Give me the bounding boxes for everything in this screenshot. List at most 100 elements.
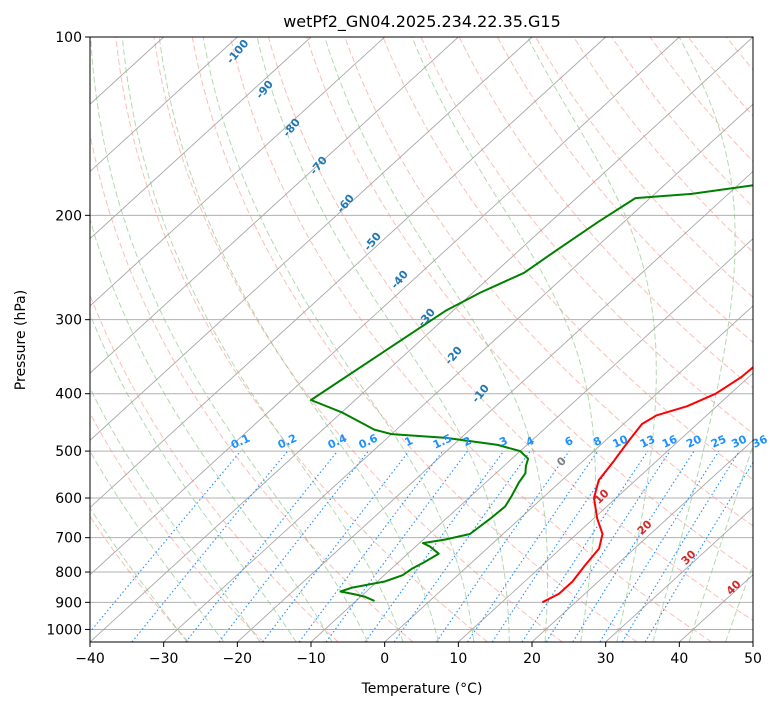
x-tick-label: −10 bbox=[296, 651, 326, 667]
isotherm-line bbox=[384, 305, 753, 642]
mixing-ratio-line bbox=[491, 450, 621, 642]
mixing-ratio-label: 1.5 bbox=[431, 432, 454, 452]
x-tick-label: 0 bbox=[380, 651, 389, 667]
dry-adiabat-line bbox=[90, 293, 339, 642]
isotherm-line bbox=[752, 641, 753, 642]
moist-adiabat-line bbox=[202, 37, 475, 642]
dry-adiabat-line bbox=[649, 37, 753, 163]
y-tick-label: 200 bbox=[55, 208, 82, 224]
isotherm-line bbox=[90, 37, 606, 509]
dry-adiabat-line bbox=[90, 515, 190, 642]
dry-adiabat-label: -10 bbox=[469, 382, 492, 406]
isotherm-line bbox=[90, 37, 753, 642]
mixing-ratio-label: 0.6 bbox=[357, 431, 380, 451]
chart-title: wetPf2_GN04.2025.234.22.35.G15 bbox=[283, 12, 561, 32]
mixing-ratio-line bbox=[572, 450, 695, 642]
y-tick-label: 300 bbox=[55, 313, 82, 329]
dry-adiabat-line bbox=[115, 37, 488, 642]
mixing-ratio-label: 6 bbox=[563, 434, 576, 449]
dry-adiabat-line bbox=[90, 131, 414, 642]
y-tick-label: 600 bbox=[55, 491, 82, 507]
temperature-profile-line bbox=[541, 366, 753, 604]
isotherm-line bbox=[163, 103, 753, 642]
moist-adiabat-line bbox=[90, 387, 261, 642]
mixing-ratio-label: 0.2 bbox=[276, 432, 299, 452]
mixing-ratio-label: 13 bbox=[638, 433, 657, 451]
x-tick-label: 20 bbox=[523, 651, 541, 667]
dry-adiabat-line bbox=[268, 37, 753, 622]
dry-adiabat-line bbox=[611, 37, 753, 208]
dry-adiabat-label: -60 bbox=[334, 192, 357, 216]
mixing-ratio-line bbox=[185, 450, 339, 642]
plot-frame bbox=[89, 36, 754, 643]
moist-adiabat-line bbox=[90, 217, 333, 642]
isotherm-line bbox=[605, 506, 753, 642]
mixing-ratio-label: 8 bbox=[591, 434, 603, 449]
moist-adiabat-line bbox=[90, 37, 369, 642]
moist-adiabat-line bbox=[652, 37, 736, 642]
isotherm-line bbox=[237, 170, 753, 642]
mixing-ratio-line bbox=[599, 450, 720, 642]
mixing-ratio-line bbox=[435, 450, 570, 642]
mixing-ratio-label: 20 bbox=[684, 432, 704, 450]
x-tick-label: 50 bbox=[744, 651, 762, 667]
y-tick-label: 100 bbox=[55, 30, 82, 46]
dry-adiabat-line bbox=[535, 37, 753, 298]
mixing-ratio-line bbox=[393, 450, 531, 642]
y-tick-label: 400 bbox=[55, 387, 82, 403]
dry-adiabat-line bbox=[306, 37, 753, 574]
moist-adiabat-label: 40 bbox=[724, 577, 744, 597]
mixing-ratio-label: 4 bbox=[524, 434, 537, 449]
isotherm-line bbox=[531, 439, 753, 642]
moist-adiabat-line bbox=[688, 444, 753, 642]
dry-adiabat-label: -40 bbox=[388, 268, 411, 292]
dry-adiabat-line bbox=[573, 37, 753, 253]
y-tick-label: 1000 bbox=[46, 622, 82, 638]
isotherm-line bbox=[90, 37, 459, 374]
dry-adiabat-line bbox=[229, 37, 712, 642]
x-tick-label: −40 bbox=[75, 651, 105, 667]
dry-adiabat-line bbox=[458, 37, 753, 389]
isotherm-line bbox=[458, 372, 753, 642]
moist-adiabat-label: 30 bbox=[679, 547, 699, 567]
mixing-ratio-line bbox=[467, 450, 599, 642]
dry-adiabat-line bbox=[765, 37, 775, 642]
mixing-ratio-line bbox=[364, 450, 505, 642]
moist-adiabat-line bbox=[90, 313, 297, 642]
dry-adiabat-line bbox=[90, 412, 264, 642]
isotherm-line bbox=[90, 37, 238, 173]
mixing-ratio-line bbox=[218, 450, 369, 642]
mixing-ratio-label: 30 bbox=[729, 432, 749, 450]
x-tick-label: 30 bbox=[597, 651, 615, 667]
dry-adiabat-label: -20 bbox=[442, 344, 465, 368]
mixing-ratio-line bbox=[298, 450, 444, 642]
mixing-ratio-line bbox=[131, 450, 289, 642]
dry-adiabat-line bbox=[191, 37, 638, 642]
dry-adiabat-label: -90 bbox=[253, 78, 276, 102]
isotherm-line bbox=[90, 37, 312, 240]
moist-adiabat-line bbox=[725, 563, 753, 642]
dry-adiabat-line bbox=[153, 37, 563, 642]
y-tick-label: 700 bbox=[55, 531, 82, 547]
moist-adiabat-label: 20 bbox=[635, 517, 655, 537]
dry-adiabat-line bbox=[496, 37, 753, 344]
mixing-ratio-label: 36 bbox=[750, 432, 770, 450]
mixing-ratio-line bbox=[325, 450, 468, 642]
mixing-ratio-label: 10 bbox=[611, 432, 631, 450]
dewpoint-profile-line bbox=[310, 184, 753, 602]
y-tick-label: 800 bbox=[55, 565, 82, 581]
isotherm-line bbox=[90, 37, 533, 441]
mixing-ratio-line bbox=[545, 450, 671, 642]
isotherm-line bbox=[90, 37, 680, 576]
dry-adiabat-line bbox=[344, 37, 753, 527]
moist-adiabat-label: 0 bbox=[554, 454, 569, 469]
mixing-ratio-label: 0.4 bbox=[326, 431, 349, 451]
moist-adiabat-line bbox=[158, 37, 439, 642]
dry-adiabat-label: -50 bbox=[361, 230, 384, 254]
mixing-ratio-label: 16 bbox=[660, 432, 680, 450]
x-tick-label: −20 bbox=[223, 651, 253, 667]
dry-adiabat-line bbox=[726, 37, 753, 71]
isotherm-line bbox=[90, 37, 385, 307]
mixing-ratio-line bbox=[262, 450, 410, 642]
